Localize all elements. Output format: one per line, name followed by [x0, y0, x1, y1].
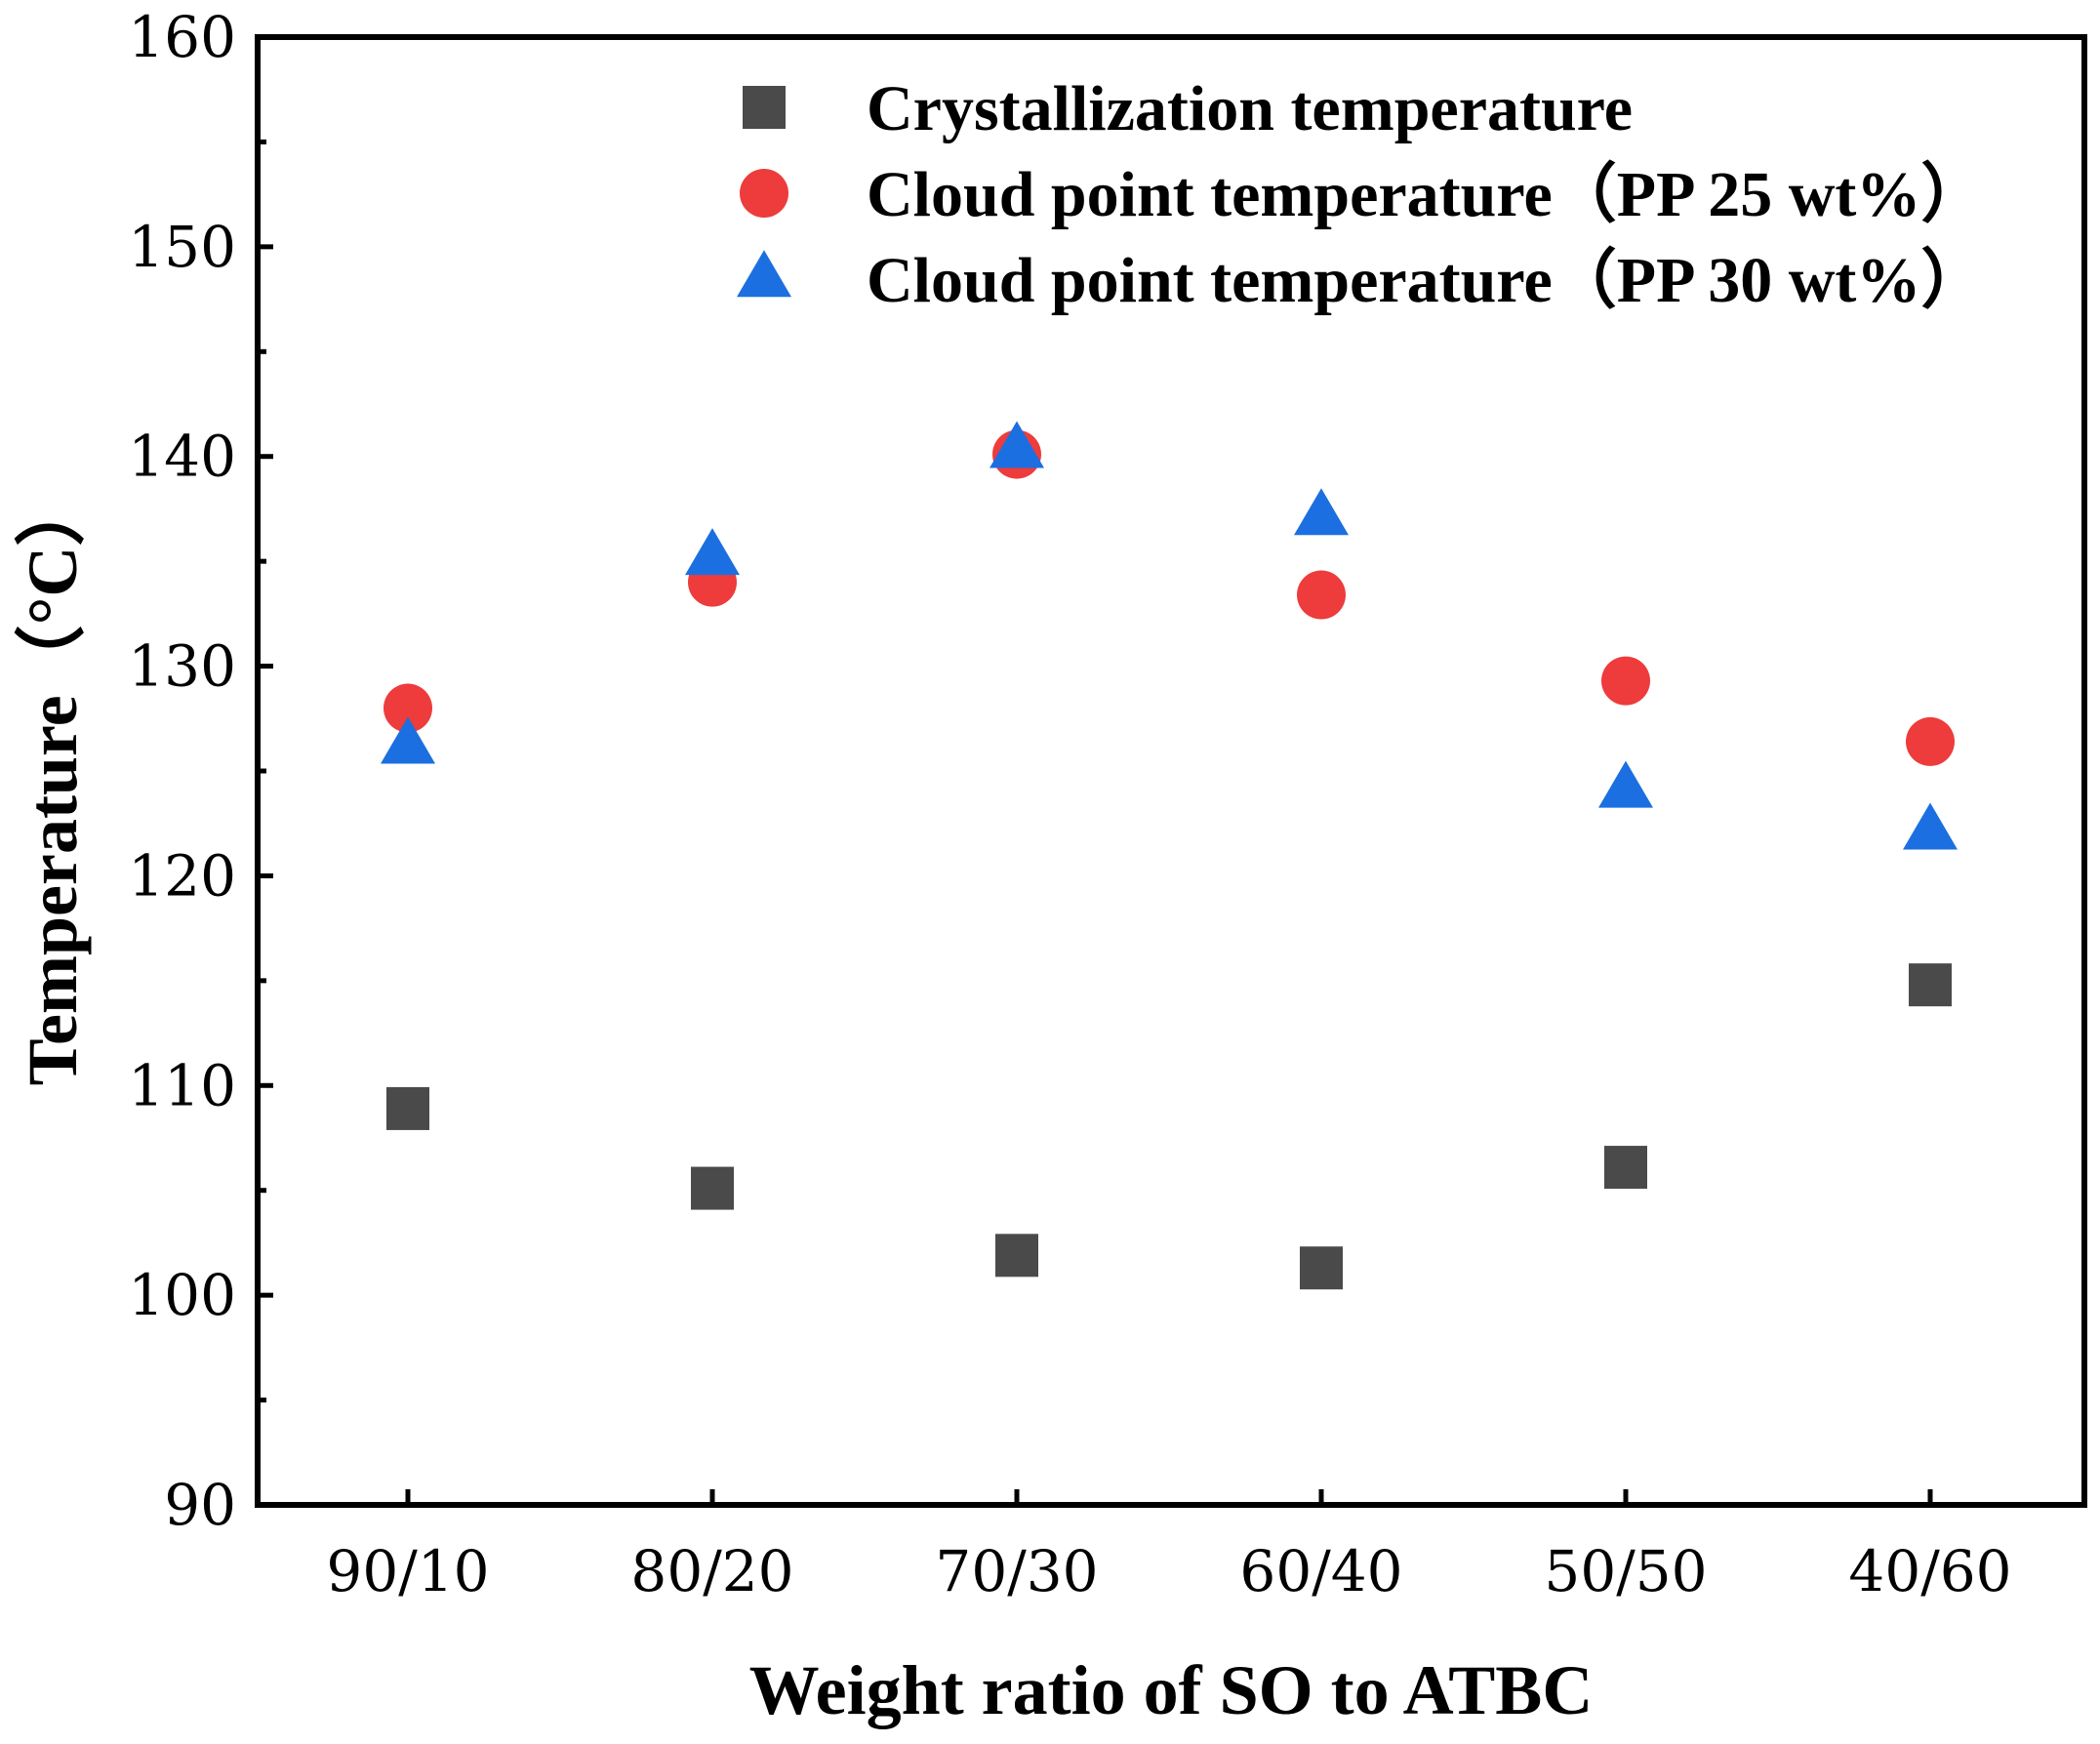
point-triangle-40-60 [1903, 802, 1958, 850]
point-circle-40-60 [1906, 716, 1955, 766]
point-circle-50-50 [1601, 656, 1650, 706]
y-axis-title: Temperature（°C） [14, 476, 92, 1086]
x-axis: 90/10 80/20 70/30 60/40 50/50 40/60 [326, 1489, 2012, 1604]
x-tick-label: 60/40 [1239, 1538, 1402, 1604]
x-axis-title: Weight ratio of SO to ATBC [749, 1651, 1594, 1729]
y-axis: 90 100 110 120 130 140 150 160 [128, 4, 273, 1538]
point-square-60-40 [1300, 1246, 1343, 1290]
legend-label: Crystallization temperature [867, 73, 1633, 144]
point-circle-90-10 [384, 683, 432, 733]
point-triangle-70-30 [989, 421, 1044, 468]
x-tick-label: 40/60 [1848, 1538, 2011, 1604]
series-square [386, 963, 1952, 1290]
legend-marker-triangle [737, 250, 791, 298]
point-triangle-90-10 [381, 716, 435, 764]
point-square-40-60 [1909, 963, 1952, 1007]
y-tick-label: 120 [128, 842, 236, 909]
point-square-50-50 [1604, 1146, 1647, 1190]
point-square-80-20 [691, 1166, 734, 1210]
series-triangle [381, 421, 1958, 850]
point-triangle-60-40 [1294, 488, 1349, 536]
y-tick-label: 150 [128, 214, 236, 280]
y-tick-label: 130 [128, 633, 236, 700]
y-tick-label: 160 [128, 4, 236, 70]
legend-label: Cloud point temperature（PP 25 wt%） [867, 158, 1985, 230]
series-circle [384, 429, 1955, 766]
x-tick-label: 70/30 [935, 1538, 1098, 1604]
legend: Crystallization temperature Cloud point t… [737, 73, 1985, 316]
point-triangle-50-50 [1598, 760, 1653, 808]
legend-marker-circle [740, 169, 788, 218]
y-tick-label: 140 [128, 424, 236, 490]
legend-label: Cloud point temperature（PP 30 wt%） [867, 244, 1985, 316]
data-points [381, 421, 1958, 1290]
y-tick-label: 110 [128, 1052, 236, 1118]
point-triangle-80-20 [685, 528, 740, 576]
point-square-90-10 [386, 1086, 429, 1130]
point-square-70-30 [995, 1234, 1038, 1278]
x-tick-label: 50/50 [1544, 1538, 1707, 1604]
legend-marker-square [743, 86, 786, 129]
x-tick-label: 90/10 [326, 1538, 489, 1604]
y-tick-label: 90 [164, 1472, 236, 1538]
point-circle-60-40 [1297, 570, 1346, 620]
y-tick-label: 100 [128, 1262, 236, 1328]
x-tick-label: 80/20 [630, 1538, 793, 1604]
